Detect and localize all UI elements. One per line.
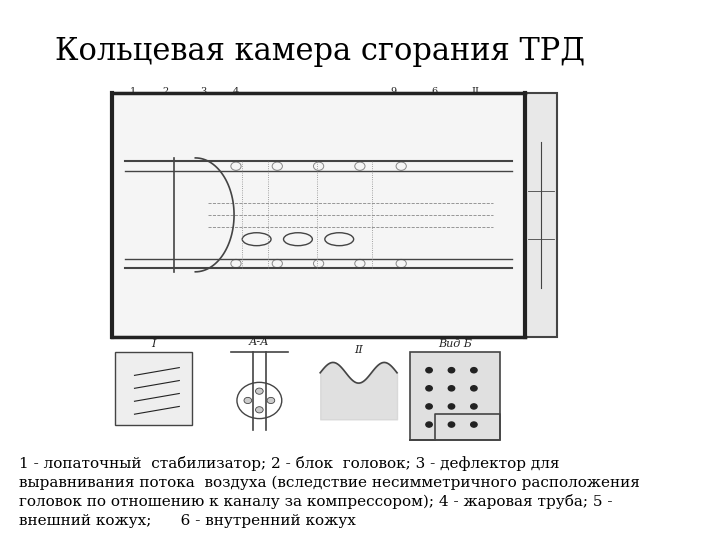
Text: II: II: [472, 86, 480, 96]
Text: 1: 1: [130, 86, 136, 96]
Text: 4: 4: [233, 86, 239, 96]
Text: Кольцевая камера сгорания ТРД: Кольцевая камера сгорания ТРД: [55, 36, 585, 68]
Circle shape: [426, 422, 432, 427]
Text: 9: 9: [390, 86, 396, 96]
Circle shape: [256, 388, 264, 394]
Circle shape: [449, 422, 454, 427]
Circle shape: [471, 422, 477, 427]
Circle shape: [256, 407, 264, 413]
Circle shape: [244, 397, 252, 403]
Text: 2: 2: [163, 86, 169, 96]
Text: 6: 6: [431, 86, 437, 96]
Circle shape: [426, 404, 432, 409]
Text: А-А: А-А: [249, 337, 269, 347]
Circle shape: [426, 386, 432, 391]
Circle shape: [449, 386, 454, 391]
Circle shape: [471, 368, 477, 373]
Text: Вид Б: Вид Б: [438, 340, 472, 349]
Circle shape: [449, 368, 454, 373]
Text: 3: 3: [200, 86, 206, 96]
Circle shape: [449, 404, 454, 409]
Text: 1 - лопаточный  стабилизатор; 2 - блок  головок; 3 - дефлектор для
выравнивания : 1 - лопаточный стабилизатор; 2 - блок го…: [19, 456, 640, 528]
Circle shape: [267, 397, 275, 403]
Circle shape: [471, 386, 477, 391]
Circle shape: [471, 404, 477, 409]
Circle shape: [426, 368, 432, 373]
Text: I: I: [151, 340, 156, 349]
Text: II: II: [354, 345, 363, 355]
Bar: [525, 93, 557, 336]
